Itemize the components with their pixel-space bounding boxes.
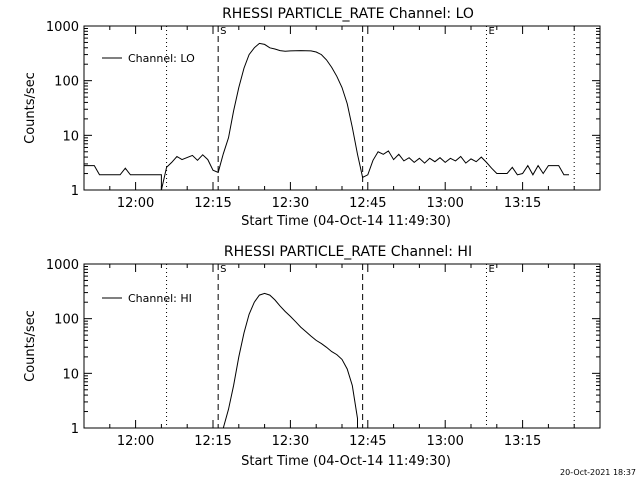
y-tick-label: 1 (71, 184, 79, 199)
footer-timestamp: 20-Oct-2021 18:37 (560, 468, 636, 477)
x-axis-label: Start Time (04-Oct-14 11:49:30) (241, 214, 451, 229)
x-tick-label: 12:00 (117, 196, 154, 211)
axis-ticks: 12:00 12:15 12:30 12:45 13:00 13:15 1 10 100 1000 (46, 20, 601, 211)
legend-label: Channel: LO (128, 52, 195, 65)
y-tick-label: 1000 (46, 20, 79, 35)
x-tick-label: 12:15 (194, 434, 231, 449)
event-marker-label: E (488, 264, 494, 275)
series-line-hi (222, 292, 358, 429)
legend-label: Channel: HI (128, 292, 192, 305)
y-tick-label: 10 (62, 367, 79, 382)
x-tick-label: 13:15 (504, 196, 541, 211)
x-tick-label: 12:15 (194, 196, 231, 211)
x-tick-label: 12:30 (272, 434, 309, 449)
axis-ticks: 12:00 12:15 12:30 12:45 13:00 13:15 1 10 100 1000 (46, 258, 601, 449)
y-tick-label: 100 (54, 75, 79, 90)
y-tick-label: 1 (71, 422, 79, 437)
x-tick-label: 12:45 (349, 434, 386, 449)
x-tick-label: 12:00 (117, 434, 154, 449)
x-tick-label: 13:00 (426, 196, 463, 211)
y-axis-label: Counts/sec (23, 72, 38, 144)
x-tick-label: 13:00 (426, 434, 463, 449)
x-axis-label: Start Time (04-Oct-14 11:49:30) (241, 454, 451, 469)
chart-panel-lo: RHESSI PARTICLE_RATE Channel: LO S E 12:0… (23, 6, 601, 229)
event-marker-label: E (488, 26, 494, 37)
event-marker-label: S (220, 264, 226, 275)
y-tick-label: 1000 (46, 258, 79, 273)
event-marker-label: S (220, 26, 226, 37)
y-tick-label: 10 (62, 129, 79, 144)
y-tick-label: 100 (54, 313, 79, 328)
series-line-lo (84, 42, 569, 191)
x-tick-label: 13:15 (504, 434, 541, 449)
x-tick-label: 12:30 (272, 196, 309, 211)
y-axis-label: Counts/sec (23, 310, 38, 382)
chart-title: RHESSI PARTICLE_RATE Channel: LO (222, 6, 474, 22)
x-tick-label: 12:45 (349, 196, 386, 211)
chart-title: RHESSI PARTICLE_RATE Channel: HI (224, 244, 472, 260)
